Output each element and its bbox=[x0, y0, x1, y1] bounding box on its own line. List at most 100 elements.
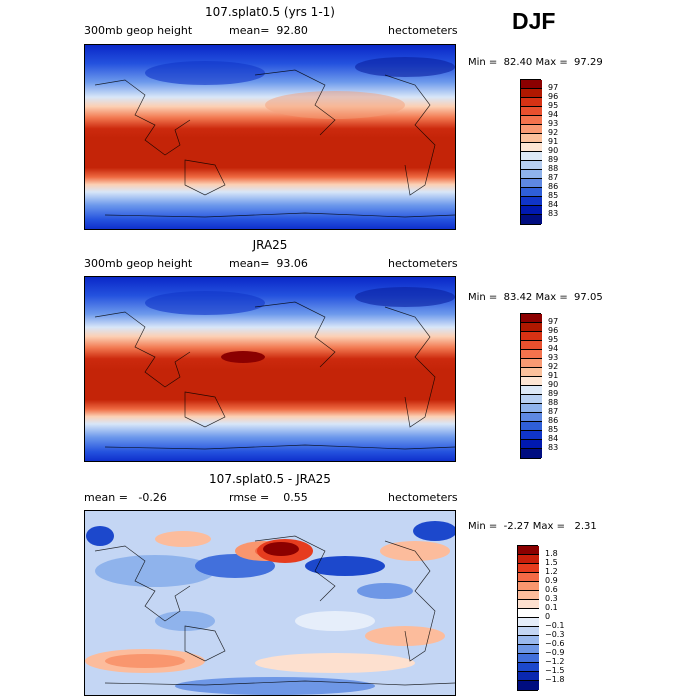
panel-2-map bbox=[84, 276, 456, 462]
colorbar-swatch bbox=[518, 546, 539, 555]
colorbar-tick-label: 93 bbox=[548, 119, 559, 128]
panel-3-title: 107.splat0.5 - JRA25 bbox=[209, 472, 331, 486]
colorbar-swatch bbox=[521, 359, 542, 368]
colorbar-tick-label: 96 bbox=[548, 92, 559, 101]
colorbar-swatch bbox=[521, 197, 542, 206]
colorbar-swatch bbox=[518, 618, 539, 627]
panel-3-map bbox=[84, 510, 456, 696]
colorbar-tick-label: 94 bbox=[548, 110, 559, 119]
colorbar-swatch bbox=[521, 107, 542, 116]
panel-1-mean: mean= 92.80 bbox=[229, 24, 308, 37]
colorbar-swatch bbox=[521, 422, 542, 431]
colorbar-swatch bbox=[521, 143, 542, 152]
colorbar-swatch bbox=[521, 413, 542, 422]
colorbar-swatch bbox=[521, 395, 542, 404]
colorbar-swatch bbox=[518, 564, 539, 573]
colorbar-tick-label: 1.5 bbox=[545, 558, 558, 567]
colorbar-tick-label: 83 bbox=[548, 209, 559, 218]
colorbar-tick-label: 0.9 bbox=[545, 576, 558, 585]
colorbar-tick-label: 0.6 bbox=[545, 585, 558, 594]
colorbar-tick-label: −0.1 bbox=[545, 621, 565, 630]
colorbar-tick-label: 84 bbox=[548, 434, 559, 443]
colorbar-tick-label: −1.8 bbox=[545, 675, 565, 684]
panel-3-colorbar bbox=[517, 545, 539, 691]
colorbar-tick-label: 93 bbox=[548, 353, 559, 362]
colorbar-tick-label: −1.2 bbox=[545, 657, 565, 666]
colorbar-tick-label: 94 bbox=[548, 344, 559, 353]
colorbar-swatch bbox=[518, 645, 539, 654]
colorbar-tick-label: 89 bbox=[548, 389, 559, 398]
panel-1-units: hectometers bbox=[388, 24, 458, 37]
colorbar-swatch bbox=[521, 170, 542, 179]
colorbar-tick-label: 0.3 bbox=[545, 594, 558, 603]
colorbar-tick-label: 84 bbox=[548, 200, 559, 209]
colorbar-swatch bbox=[521, 332, 542, 341]
colorbar-tick-label: 88 bbox=[548, 164, 559, 173]
colorbar-tick-label: 87 bbox=[548, 173, 559, 182]
colorbar-swatch bbox=[521, 215, 542, 224]
colorbar-tick-label: 95 bbox=[548, 101, 559, 110]
panel-1-colorbar bbox=[520, 79, 542, 225]
colorbar-tick-label: 87 bbox=[548, 407, 559, 416]
colorbar-swatch bbox=[521, 368, 542, 377]
colorbar-swatch bbox=[518, 582, 539, 591]
panel-1-variable: 300mb geop height bbox=[84, 24, 193, 37]
colorbar-swatch bbox=[521, 125, 542, 134]
panel-2-colorbar bbox=[520, 313, 542, 459]
colorbar-swatch bbox=[521, 404, 542, 413]
colorbar-tick-label: 92 bbox=[548, 128, 559, 137]
colorbar-tick-label: 97 bbox=[548, 317, 559, 326]
colorbar-tick-label: 96 bbox=[548, 326, 559, 335]
colorbar-tick-label: 85 bbox=[548, 425, 559, 434]
panel-2-units: hectometers bbox=[388, 257, 458, 270]
colorbar-tick-label: −0.6 bbox=[545, 639, 565, 648]
colorbar-swatch bbox=[521, 206, 542, 215]
colorbar-swatch bbox=[521, 188, 542, 197]
season-label: DJF bbox=[512, 8, 556, 34]
colorbar-swatch bbox=[518, 663, 539, 672]
colorbar-tick-label: 0.1 bbox=[545, 603, 558, 612]
colorbar-swatch bbox=[518, 609, 539, 618]
colorbar-swatch bbox=[518, 681, 539, 690]
colorbar-tick-label: 90 bbox=[548, 380, 559, 389]
colorbar-swatch bbox=[518, 555, 539, 564]
colorbar-tick-label: 86 bbox=[548, 182, 559, 191]
colorbar-swatch bbox=[521, 134, 542, 143]
colorbar-swatch bbox=[518, 573, 539, 582]
panel-1-title: 107.splat0.5 (yrs 1-1) bbox=[205, 5, 335, 19]
colorbar-swatch bbox=[518, 654, 539, 663]
colorbar-tick-label: 89 bbox=[548, 155, 559, 164]
colorbar-tick-label: −1.5 bbox=[545, 666, 565, 675]
colorbar-swatch bbox=[518, 672, 539, 681]
colorbar-swatch bbox=[521, 314, 542, 323]
colorbar-tick-label: 95 bbox=[548, 335, 559, 344]
colorbar-tick-label: 92 bbox=[548, 362, 559, 371]
colorbar-tick-label: 97 bbox=[548, 83, 559, 92]
colorbar-swatch bbox=[521, 116, 542, 125]
colorbar-tick-label: 86 bbox=[548, 416, 559, 425]
panel-2-mean: mean= 93.06 bbox=[229, 257, 308, 270]
colorbar-swatch bbox=[521, 431, 542, 440]
colorbar-swatch bbox=[521, 89, 542, 98]
colorbar-swatch bbox=[521, 449, 542, 458]
colorbar-swatch bbox=[518, 636, 539, 645]
colorbar-tick-label: 85 bbox=[548, 191, 559, 200]
panel-3-mean: mean = -0.26 bbox=[84, 491, 167, 504]
colorbar-tick-label: 1.2 bbox=[545, 567, 558, 576]
colorbar-swatch bbox=[521, 179, 542, 188]
colorbar-tick-label: 1.8 bbox=[545, 549, 558, 558]
panel-1-minmax: Min = 82.40 Max = 97.29 bbox=[468, 57, 603, 68]
panel-2-variable: 300mb geop height bbox=[84, 257, 193, 270]
colorbar-tick-label: 91 bbox=[548, 371, 559, 380]
colorbar-swatch bbox=[521, 152, 542, 161]
colorbar-swatch bbox=[518, 627, 539, 636]
colorbar-tick-label: 91 bbox=[548, 137, 559, 146]
panel-1-map bbox=[84, 44, 456, 230]
colorbar-swatch bbox=[521, 161, 542, 170]
panel-2-title: JRA25 bbox=[252, 238, 288, 252]
colorbar-tick-label: 83 bbox=[548, 443, 559, 452]
colorbar-swatch bbox=[521, 350, 542, 359]
colorbar-swatch bbox=[521, 440, 542, 449]
colorbar-tick-label: 0 bbox=[545, 612, 551, 621]
colorbar-swatch bbox=[521, 323, 542, 332]
